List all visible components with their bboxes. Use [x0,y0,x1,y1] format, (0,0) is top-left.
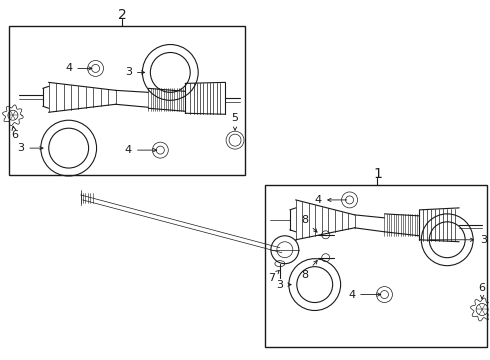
Bar [9,26,245,175]
Bar [265,185,487,347]
Text: 7: 7 [269,270,279,283]
Text: 3: 3 [430,235,487,245]
Text: 2: 2 [118,8,127,22]
Text: 8: 8 [301,215,317,232]
Text: 8: 8 [301,261,317,280]
Text: 5: 5 [232,113,239,130]
Text: 4: 4 [348,289,381,300]
Text: 3: 3 [125,67,145,77]
Text: 1: 1 [373,167,382,181]
Text: 4: 4 [65,63,92,73]
Text: 3: 3 [276,280,291,289]
Text: 3: 3 [17,143,43,153]
Text: 4: 4 [125,145,157,155]
Text: 6: 6 [479,283,486,299]
Text: 6: 6 [11,126,19,140]
Text: 4: 4 [314,195,347,205]
